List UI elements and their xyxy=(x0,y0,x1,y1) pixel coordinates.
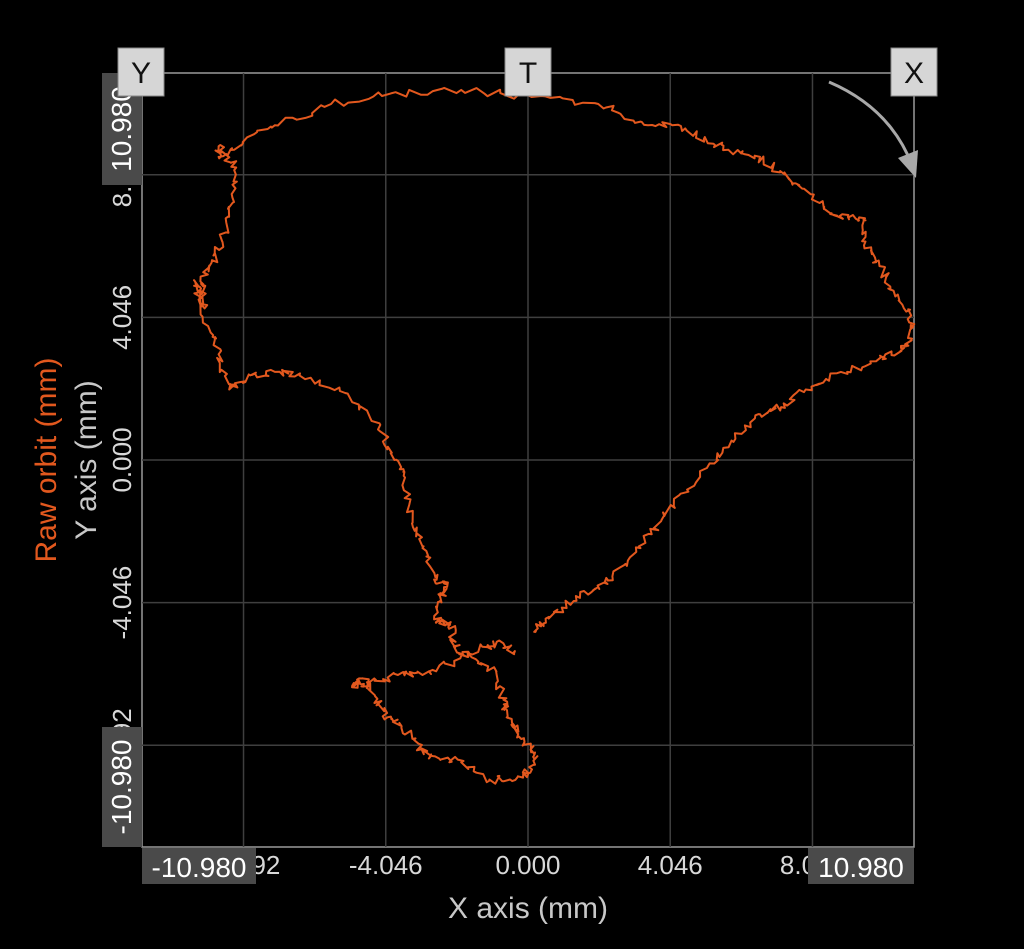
probe-t-label: T xyxy=(519,57,537,90)
y-tick-label: 0.000 xyxy=(107,427,137,492)
y-max-label: 10.980 xyxy=(106,86,137,172)
x-tick-label: 4.046 xyxy=(638,850,703,880)
x-max-label: 10.980 xyxy=(818,852,904,883)
grid xyxy=(142,73,914,847)
y-tick-label: -4.046 xyxy=(107,566,137,640)
x-max-range: 10.980 xyxy=(808,848,914,884)
y-min-range: -10.980 xyxy=(102,727,142,847)
probe-y[interactable]: Y xyxy=(117,47,165,97)
probe-y-label: Y xyxy=(131,57,151,90)
y-axis-title: Y axis (mm) xyxy=(70,380,103,539)
y-tick-label: 4.046 xyxy=(107,285,137,350)
x-min-range: -10.980 xyxy=(142,848,256,884)
y-max-range: 10.980 xyxy=(102,73,142,185)
rotation-arrow-icon xyxy=(828,80,918,178)
probe-x-label: X xyxy=(904,57,924,90)
x-tick-label: -4.046 xyxy=(349,850,423,880)
series-title: Raw orbit (mm) xyxy=(30,357,63,562)
probe-x[interactable]: X xyxy=(890,47,938,97)
probe-t[interactable]: T xyxy=(504,47,552,97)
series-layer xyxy=(193,86,916,785)
x-axis-title: X axis (mm) xyxy=(448,892,608,925)
x-min-label: -10.980 xyxy=(152,852,247,883)
x-tick-label: 0.000 xyxy=(495,850,560,880)
orbit-series-line xyxy=(193,86,916,785)
y-min-label: -10.980 xyxy=(106,740,137,835)
